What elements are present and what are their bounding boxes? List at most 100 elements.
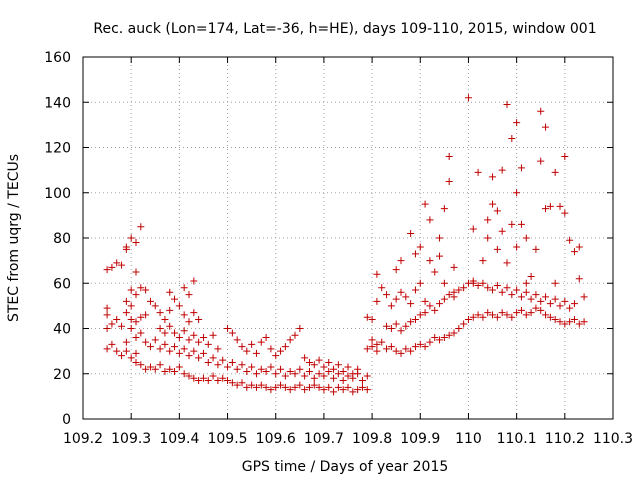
data-point — [132, 334, 140, 342]
data-point — [542, 311, 550, 319]
data-point — [339, 367, 347, 375]
y-axis-label: STEC from uqrg / TECUs — [6, 154, 22, 322]
data-point — [127, 286, 135, 294]
data-point — [373, 340, 381, 348]
data-point — [108, 263, 116, 271]
data-point — [195, 338, 203, 346]
data-point — [272, 352, 280, 360]
data-point — [407, 318, 415, 326]
data-point — [325, 358, 333, 366]
data-point — [156, 325, 164, 332]
data-point — [368, 315, 376, 323]
data-point — [330, 365, 338, 373]
data-point — [383, 291, 391, 299]
data-point — [305, 383, 313, 391]
data-point — [436, 336, 444, 344]
data-point — [455, 325, 463, 332]
data-point — [228, 358, 236, 366]
data-point — [103, 266, 111, 274]
data-point — [489, 200, 497, 208]
data-point — [493, 313, 501, 321]
data-point — [489, 173, 497, 181]
data-point — [445, 331, 453, 339]
x-tick-label: 109.5 — [207, 431, 247, 447]
data-point — [142, 365, 150, 373]
data-point — [556, 318, 564, 326]
data-point — [219, 356, 227, 364]
data-point — [127, 315, 135, 323]
data-point — [185, 352, 193, 360]
data-point — [310, 374, 318, 382]
data-point — [243, 347, 251, 355]
x-tick-label: 109.2 — [63, 431, 103, 447]
y-tick-label: 20 — [53, 367, 71, 383]
data-point — [440, 295, 448, 303]
data-point — [252, 370, 260, 378]
data-point — [180, 327, 188, 335]
data-point — [402, 293, 410, 301]
data-point — [387, 325, 395, 332]
data-point — [349, 370, 357, 378]
data-point — [238, 361, 246, 369]
data-point — [363, 345, 371, 353]
data-point — [142, 311, 150, 319]
y-tick-label: 40 — [53, 322, 71, 338]
data-point — [363, 372, 371, 380]
data-point — [358, 383, 366, 391]
data-point — [493, 245, 501, 253]
data-point — [431, 306, 439, 314]
data-point — [228, 329, 236, 337]
data-point — [325, 383, 333, 391]
data-point — [118, 322, 126, 330]
data-point — [127, 325, 135, 332]
data-point — [199, 374, 207, 382]
data-point — [349, 388, 357, 396]
data-points — [103, 94, 588, 396]
data-point — [397, 288, 405, 296]
data-point — [537, 306, 545, 314]
data-point — [474, 282, 482, 290]
data-point — [233, 365, 241, 373]
data-point — [132, 291, 140, 299]
data-point — [166, 288, 174, 296]
x-tick-label: 110 — [455, 431, 482, 447]
data-point — [474, 168, 482, 176]
data-point — [426, 257, 434, 265]
data-point — [392, 347, 400, 355]
data-point — [151, 365, 159, 373]
data-point — [262, 383, 270, 391]
data-point — [185, 336, 193, 344]
y-tick-label: 160 — [44, 50, 71, 66]
data-point — [113, 315, 121, 323]
data-point — [416, 311, 424, 319]
data-point — [411, 250, 419, 258]
chart-title: Rec. auck (Lon=174, Lat=-36, h=HE), days… — [93, 21, 596, 37]
data-point — [257, 338, 265, 346]
data-point — [440, 334, 448, 342]
data-point — [252, 349, 260, 357]
data-point — [460, 284, 468, 292]
data-point — [272, 383, 280, 391]
data-point — [566, 236, 574, 244]
data-point — [305, 358, 313, 366]
data-point — [248, 381, 256, 389]
data-point — [286, 336, 294, 344]
data-point — [484, 284, 492, 292]
data-point — [450, 329, 458, 337]
data-point — [171, 295, 179, 303]
data-point — [267, 386, 275, 394]
data-point — [566, 318, 574, 326]
data-point — [513, 189, 521, 197]
data-point — [411, 286, 419, 294]
data-point — [180, 311, 188, 319]
data-point — [402, 322, 410, 330]
data-point — [498, 309, 506, 317]
data-point — [248, 340, 256, 348]
data-point — [517, 306, 525, 314]
data-point — [281, 343, 289, 351]
data-point — [175, 363, 183, 371]
data-point — [224, 325, 232, 332]
data-point — [484, 216, 492, 224]
data-point — [190, 347, 198, 355]
